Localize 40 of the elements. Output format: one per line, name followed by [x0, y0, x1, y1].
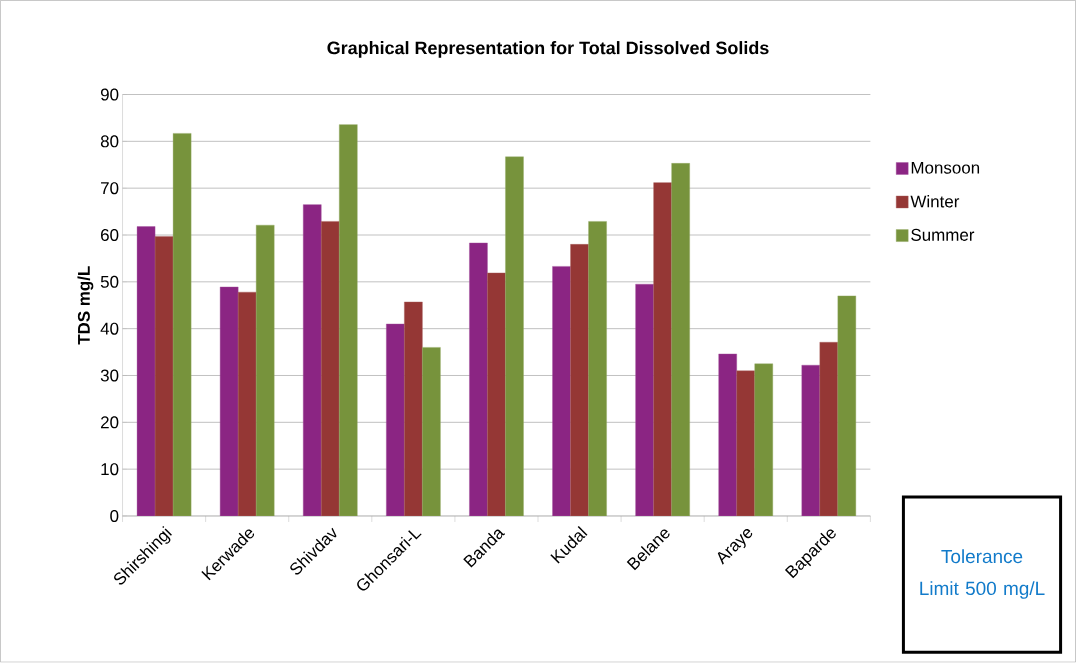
bar — [505, 156, 524, 517]
bar — [339, 124, 358, 517]
bar — [237, 292, 257, 517]
legend-label: Monsoon — [911, 162, 980, 174]
bar — [837, 295, 857, 517]
bar — [404, 302, 423, 517]
bar — [386, 324, 405, 517]
bar — [570, 244, 589, 517]
y-tick-label: 60 — [101, 229, 119, 242]
y-tick-label: 10 — [101, 463, 119, 476]
bar — [588, 221, 607, 517]
bar — [255, 225, 275, 517]
bar — [754, 363, 773, 517]
y-tick-label: 70 — [101, 182, 119, 195]
text: Tolerance Limit 500 mg/L — [920, 549, 1045, 600]
y-axis-title: TDS mg/L — [77, 266, 94, 345]
bar — [469, 243, 488, 517]
y-tick-label: 90 — [100, 88, 119, 101]
bar — [718, 353, 737, 517]
y-tick-label: 30 — [100, 369, 119, 382]
y-tick-label: 50 — [100, 276, 119, 289]
legend-label: Summer — [911, 229, 975, 242]
y-tick-label: 20 — [101, 416, 119, 429]
bar — [321, 221, 340, 517]
bar — [635, 284, 654, 517]
bar — [819, 342, 839, 517]
y-tick-label: 80 — [100, 135, 119, 148]
bar — [487, 272, 506, 517]
bar — [671, 163, 690, 517]
bar — [653, 182, 672, 517]
legend-label: Winter — [910, 195, 960, 208]
bar — [552, 266, 571, 517]
chart-title: Graphical Representation for Total Dissolved Solids — [327, 41, 769, 59]
bar — [422, 347, 441, 517]
y-tick-label: 40 — [100, 322, 119, 335]
y-tick-label: 0 — [110, 510, 119, 523]
bar — [801, 365, 821, 517]
bar — [303, 204, 322, 517]
bar — [219, 287, 239, 517]
bar — [736, 370, 755, 517]
